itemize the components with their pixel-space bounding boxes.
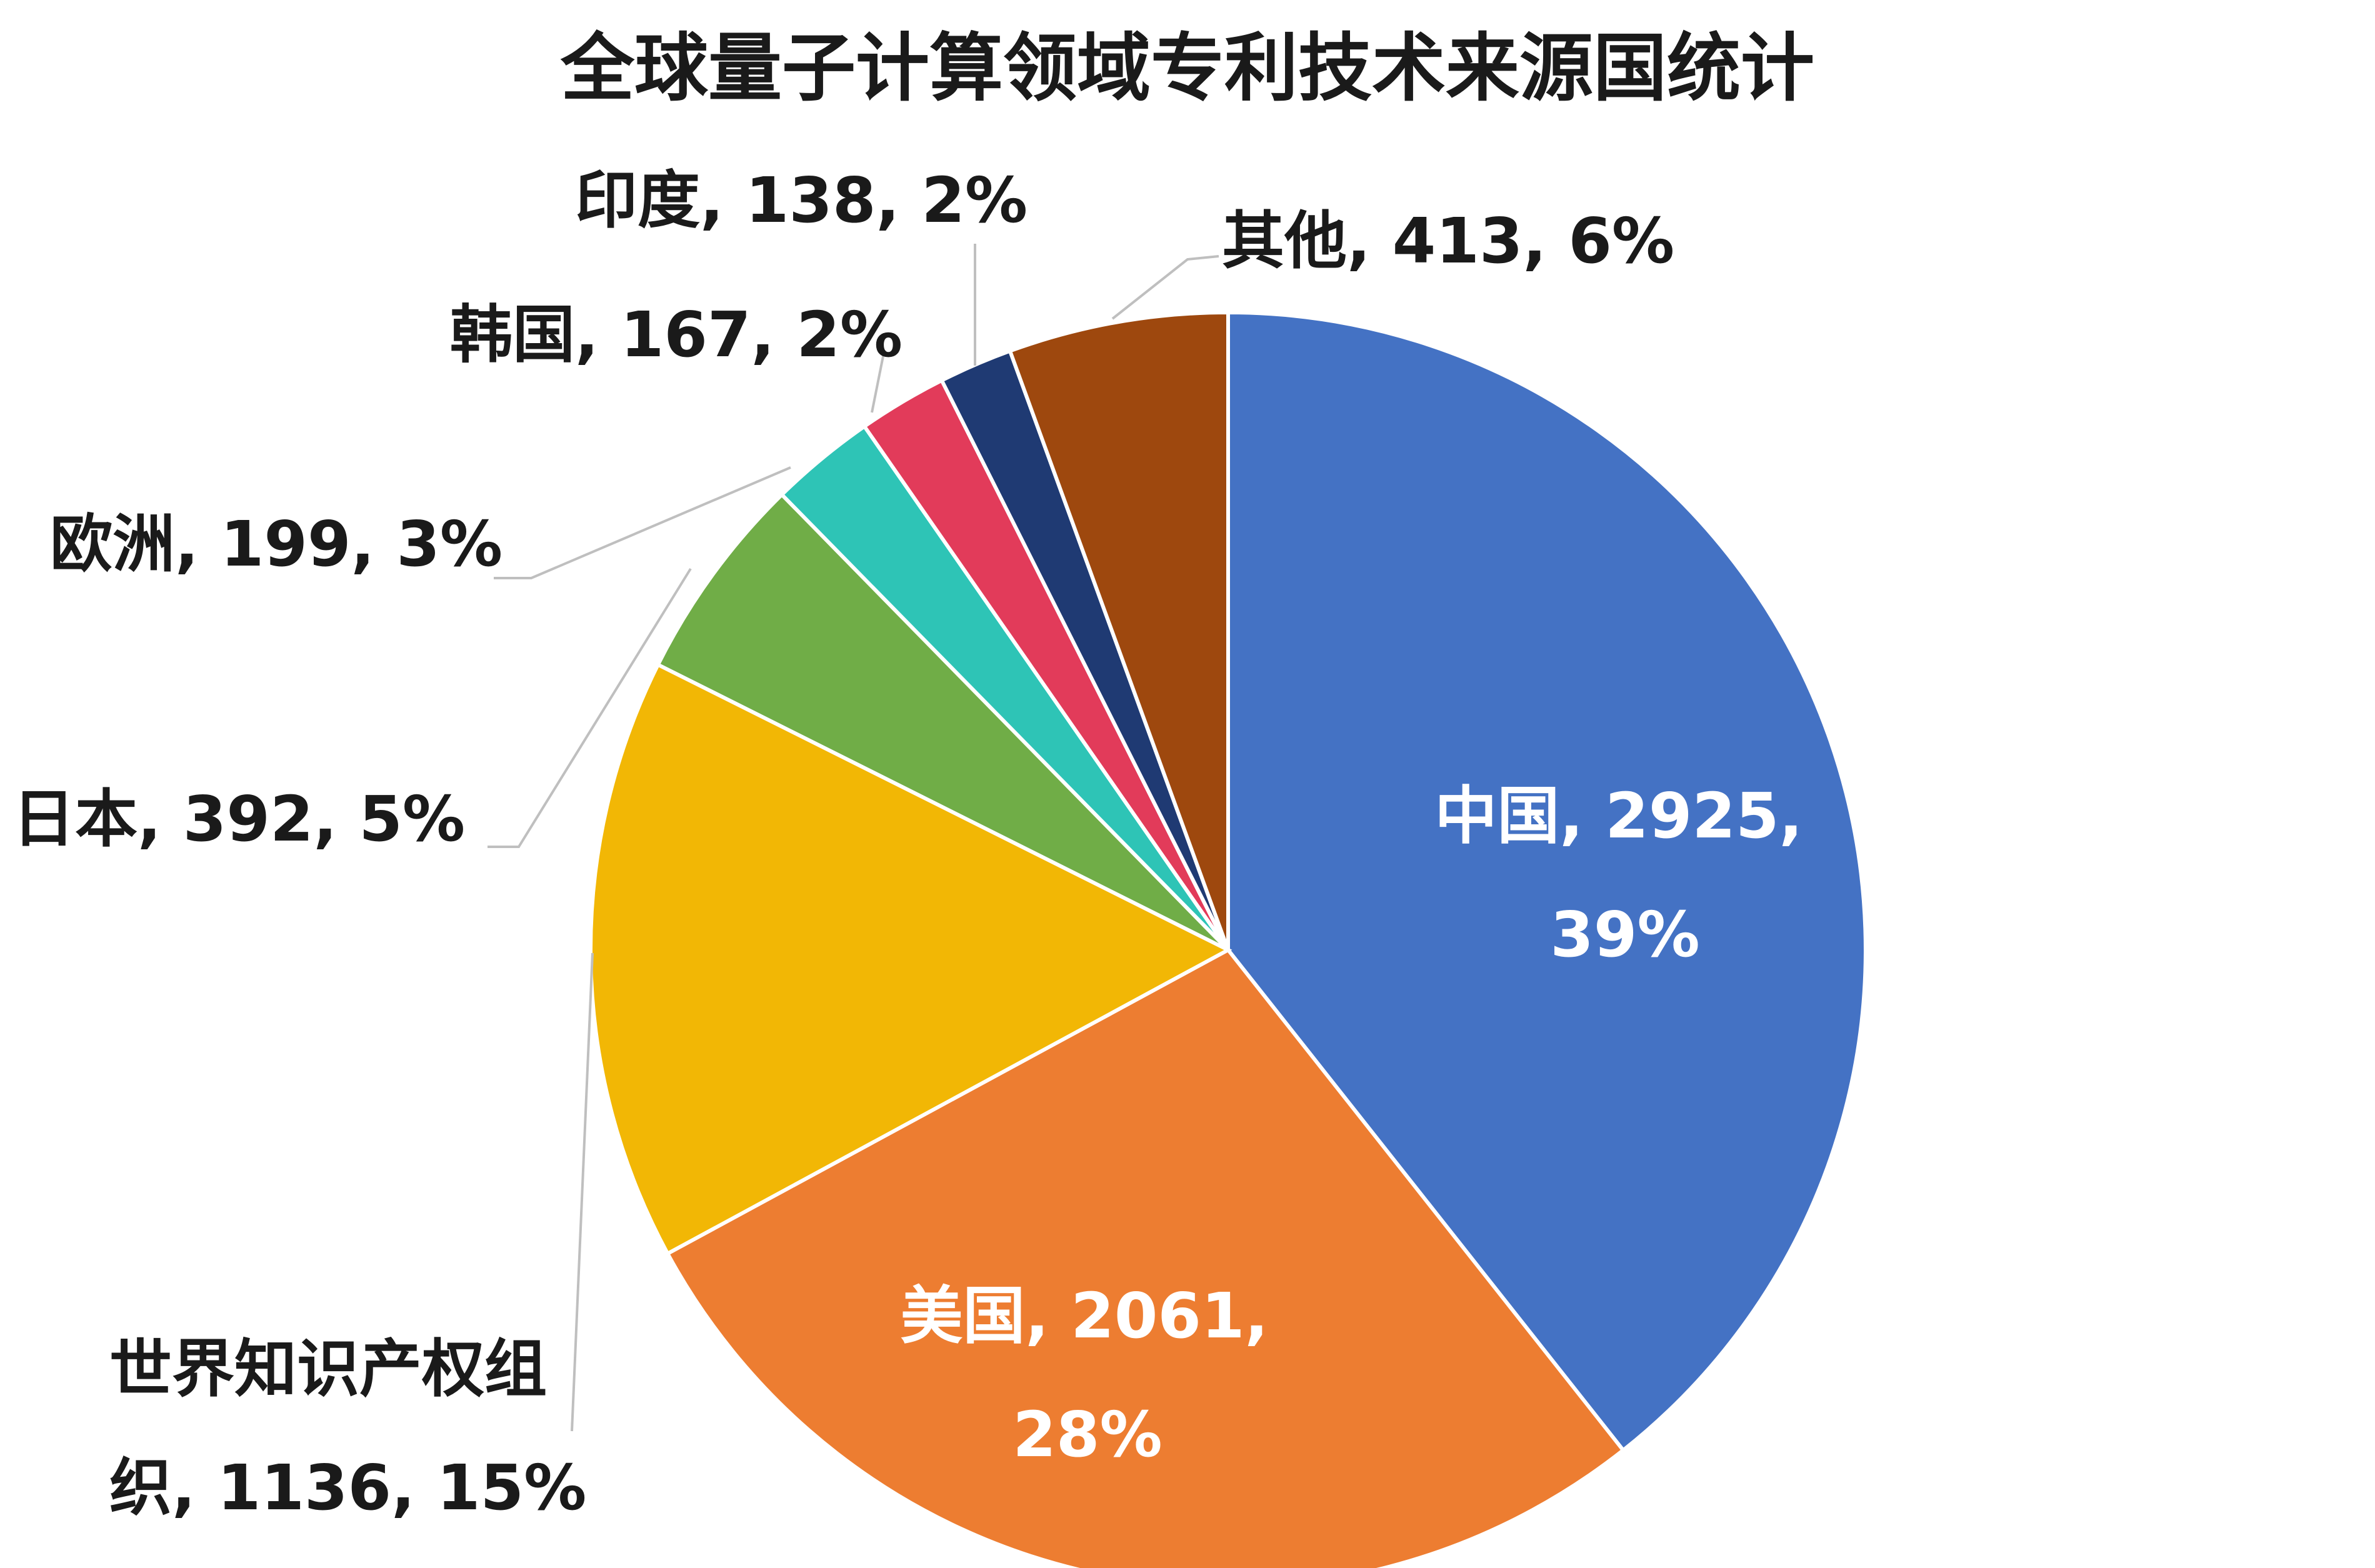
label-usa-line2: 28% xyxy=(1012,1398,1162,1471)
pie-slice-0 xyxy=(1226,310,1868,1453)
label-china-line1: 中国, 2925, xyxy=(1434,779,1802,852)
pie-slice-1 xyxy=(665,947,1626,1568)
chart-title: 全球量子计算领域专利技术来源国统计 xyxy=(560,25,1814,111)
pie-slice-7 xyxy=(1008,310,1230,951)
leader-lines xyxy=(488,244,1219,1432)
leader-line-other xyxy=(1111,255,1219,320)
label-usa-line1: 美国, 2061, xyxy=(900,1279,1268,1352)
label-china-line2: 39% xyxy=(1550,898,1699,971)
label-wipo-line1: 世界知识产权组 xyxy=(109,1332,547,1406)
pie-slices xyxy=(588,310,1868,1568)
leader-line-japan xyxy=(488,567,692,848)
label-korea: 韩国, 167, 2% xyxy=(450,298,902,371)
pie-slice-3 xyxy=(655,492,1230,952)
label-india: 印度, 138, 2% xyxy=(575,164,1028,237)
leader-line-korea xyxy=(871,349,886,413)
leader-line-wipo xyxy=(571,952,594,1432)
label-europe: 欧洲, 199, 3% xyxy=(50,507,502,581)
pie-slice-2 xyxy=(588,662,1232,1256)
leader-line-europe xyxy=(494,466,791,579)
label-wipo-line2: 织, 1136, 15% xyxy=(109,1451,586,1524)
label-japan: 日本, 392, 5% xyxy=(12,782,465,856)
label-other: 其他, 413, 6% xyxy=(1222,204,1674,277)
